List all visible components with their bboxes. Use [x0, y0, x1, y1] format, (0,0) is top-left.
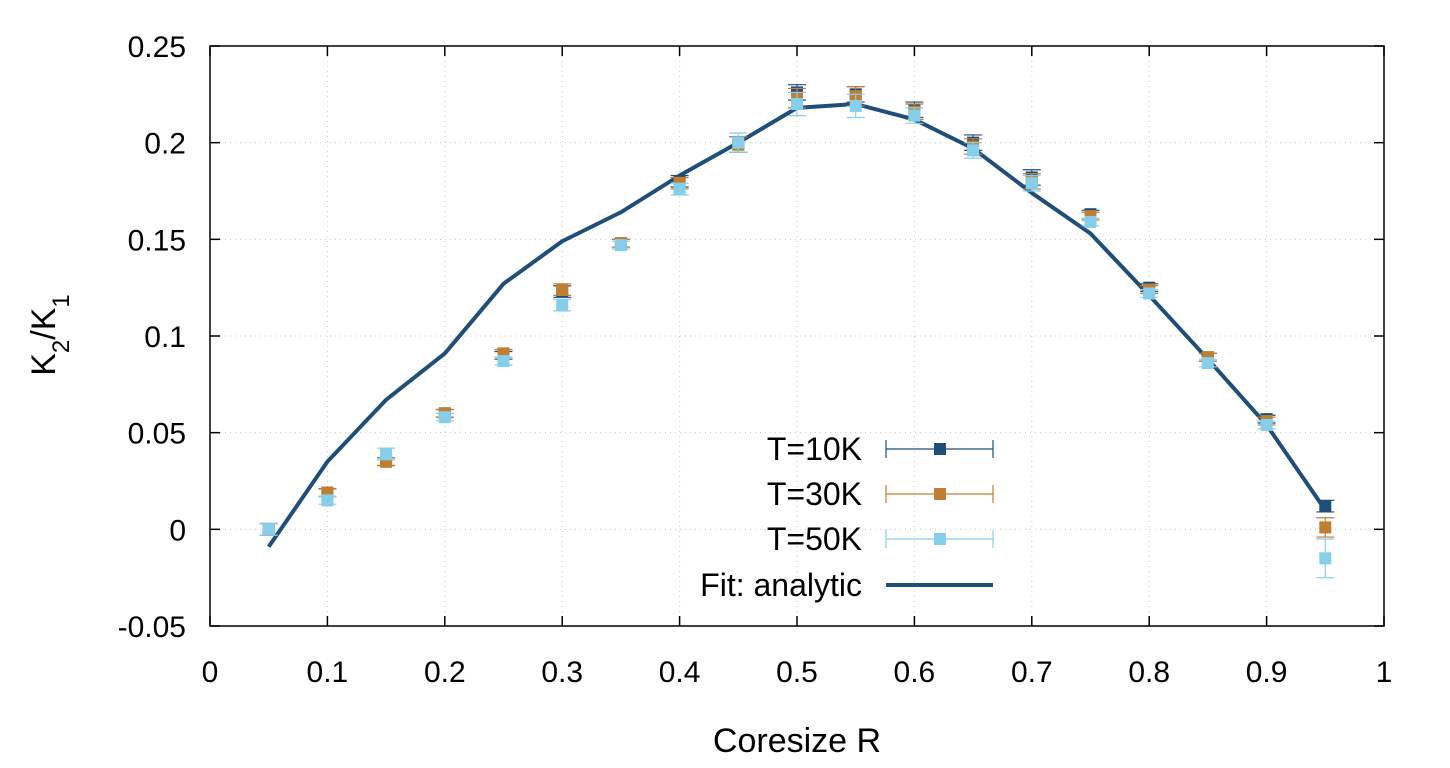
point-t50	[611, 239, 630, 252]
point-t50	[553, 298, 572, 312]
legend-label-fit: Fit: analytic	[700, 567, 862, 603]
x-tick-label: 0.1	[307, 656, 349, 689]
marker-t30	[1319, 521, 1332, 534]
y-tick-label: 0	[169, 514, 186, 547]
legend-marker-t30	[934, 488, 946, 500]
marker-t50	[438, 411, 451, 424]
marker-t50	[908, 109, 921, 122]
x-tick-label: 0.8	[1128, 656, 1170, 689]
legend: T=10K T=30K T=50K Fit: analytic	[700, 431, 994, 603]
marker-t30	[556, 283, 569, 296]
point-t50	[1022, 174, 1041, 192]
y-axis-label: K2/K1	[25, 294, 75, 376]
marker-t50	[967, 144, 980, 157]
points-layer	[259, 84, 1335, 579]
point-t10	[1316, 499, 1335, 513]
point-t30	[1316, 517, 1335, 538]
point-t50	[846, 93, 865, 119]
point-t50	[1198, 357, 1217, 370]
y-tick-label: 0.2	[144, 128, 186, 161]
y-tick-label: 0.15	[128, 224, 186, 257]
point-t50	[1316, 538, 1335, 579]
point-t50	[1081, 215, 1100, 228]
x-tick-label: 0.3	[541, 656, 583, 689]
x-axis-label: Coresize R	[713, 722, 881, 760]
marker-t50	[556, 299, 569, 312]
x-tick-label: 1	[1376, 656, 1393, 689]
marker-t10	[1319, 500, 1332, 513]
marker-t50	[1319, 552, 1332, 565]
point-t50	[259, 522, 278, 536]
point-t50	[788, 91, 806, 117]
marker-t50	[497, 355, 510, 368]
point-t50	[964, 142, 983, 159]
y-tick-label: 0.1	[144, 321, 186, 354]
legend-label-t10: T=10K	[767, 431, 862, 467]
x-tick-label: 0.9	[1246, 656, 1288, 689]
legend-label-t50: T=50K	[767, 521, 862, 557]
x-tick-label: 0.5	[776, 656, 818, 689]
marker-t50	[791, 98, 803, 110]
x-tick-label: 0	[202, 656, 219, 689]
marker-t50	[262, 523, 275, 536]
y-tick-label: -0.05	[118, 611, 186, 644]
legend-marker-t10	[934, 443, 946, 455]
x-tick-label: 0.7	[1011, 656, 1053, 689]
legend-marker-t50	[934, 533, 946, 545]
marker-t50	[321, 494, 334, 507]
x-tick-label: 0.6	[894, 656, 936, 689]
marker-t50	[1201, 357, 1214, 370]
marker-t50	[1143, 287, 1156, 300]
marker-t50	[732, 136, 745, 149]
point-t50	[435, 411, 454, 424]
marker-t50	[1084, 215, 1097, 228]
y-tick-label: 0.25	[128, 31, 186, 64]
legend-label-t30: T=30K	[767, 476, 862, 512]
x-tick-label: 0.4	[659, 656, 701, 689]
point-t50	[494, 355, 513, 368]
marker-t50	[614, 239, 627, 252]
y-tick-label: 0.05	[128, 418, 186, 451]
point-t50	[670, 182, 689, 196]
point-t50	[1257, 418, 1276, 431]
marker-t50	[1260, 418, 1273, 431]
marker-t50	[673, 183, 686, 196]
x-tick-label: 0.2	[424, 656, 466, 689]
marker-t50	[849, 99, 862, 112]
point-t50	[377, 447, 396, 461]
point-t50	[318, 494, 337, 507]
marker-t50	[1025, 177, 1038, 190]
point-t50	[905, 107, 924, 124]
point-t30	[553, 283, 572, 296]
grid	[210, 46, 1384, 626]
point-t50	[729, 132, 748, 153]
axis-ticks: 0 0.1 0.2 0.3 0.4 0.5 0.6 0.7 0.8 0.9 1 -0.05 0 0.05 0…	[118, 31, 1393, 689]
marker-t50	[380, 447, 393, 460]
legend-keys	[885, 440, 994, 587]
point-t50	[1140, 287, 1159, 300]
